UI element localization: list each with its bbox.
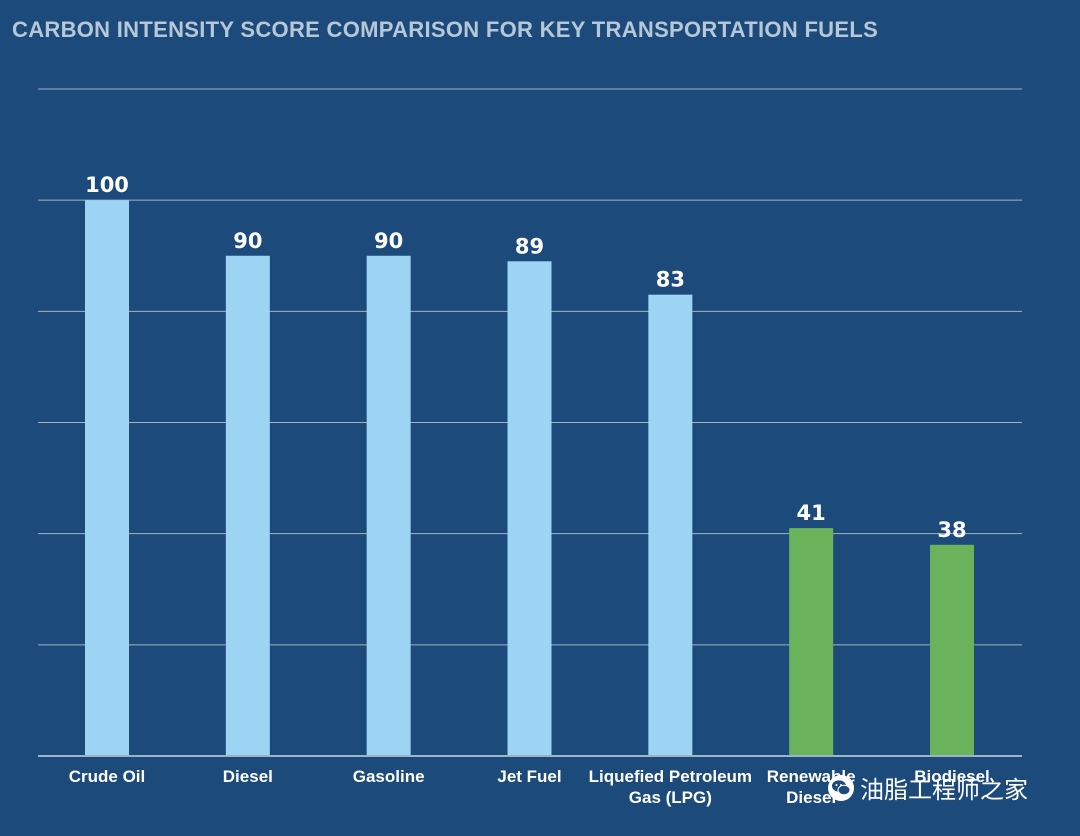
watermark: 油脂工程师之家 [828, 770, 1028, 805]
bar [648, 294, 693, 756]
category-label: Diesel [223, 767, 273, 786]
bar [930, 544, 974, 756]
watermark-text: 油脂工程师之家 [860, 776, 1028, 804]
value-label: 90 [233, 229, 262, 253]
value-label: 100 [85, 173, 129, 197]
category-label: Gas (LPG) [629, 788, 712, 807]
category-label: Gasoline [353, 767, 425, 786]
category-label: Biodiesel [914, 767, 990, 786]
value-label: 38 [937, 518, 966, 542]
bar [789, 528, 834, 756]
bar [85, 200, 129, 756]
wechat-icon [828, 774, 854, 801]
bar [366, 255, 411, 756]
bar [225, 255, 270, 756]
value-labels: 100 90 90 89 83 41 38 [85, 173, 967, 542]
category-label: Diesel [786, 788, 836, 807]
chart-title: CARBON INTENSITY SCORE COMPARISON FOR KE… [12, 17, 879, 42]
value-label: 83 [656, 268, 685, 292]
value-label: 41 [797, 501, 826, 525]
bars [85, 200, 974, 756]
value-label: 89 [515, 234, 544, 258]
category-label: Crude Oil [69, 767, 146, 786]
category-label: Liquefied Petroleum [589, 767, 752, 786]
bar [507, 261, 552, 756]
category-labels: Crude Oil Diesel Gasoline Jet Fuel Liquefied… [69, 767, 990, 807]
value-label: 90 [374, 229, 403, 253]
category-label: Jet Fuel [497, 767, 561, 786]
